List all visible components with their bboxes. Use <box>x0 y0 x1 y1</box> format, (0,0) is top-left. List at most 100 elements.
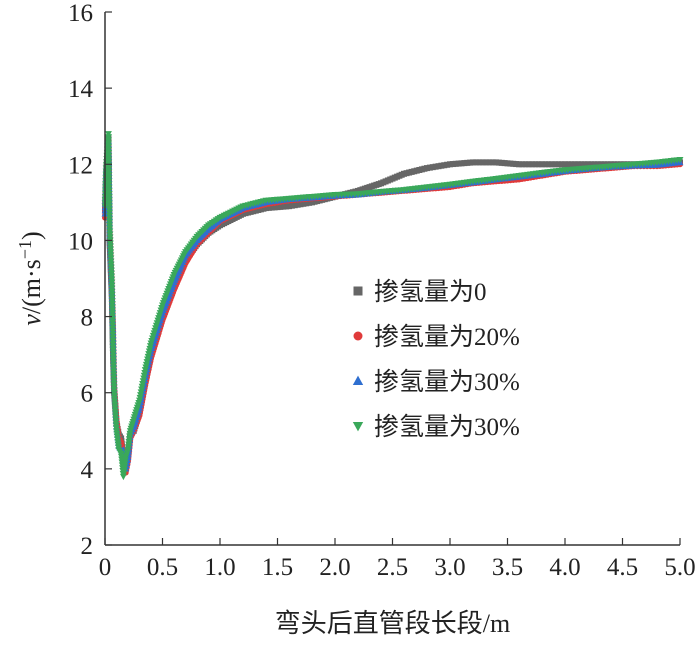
data-point <box>106 213 113 220</box>
legend-label: 掺氢量为0 <box>374 278 487 306</box>
data-point <box>105 172 113 179</box>
plot-area <box>101 131 684 481</box>
data-point <box>121 462 129 470</box>
y-tick-label: 10 <box>68 228 93 255</box>
data-point <box>479 159 486 166</box>
legend: 掺氢量为0 掺氢量为20% 掺氢量为30% 掺氢量为30% <box>352 278 520 441</box>
x-tick-label: 3.0 <box>434 554 465 581</box>
x-axis-ticks: 0 0.5 1.0 1.5 2.0 2.5 3.0 3.5 4.0 4.5 5.0 <box>99 538 696 581</box>
data-point <box>105 143 113 151</box>
data-point <box>535 161 542 168</box>
legend-marker <box>352 375 364 386</box>
y-tick-label: 14 <box>68 76 94 103</box>
y-tick-label: 6 <box>81 381 94 408</box>
data-point <box>146 343 154 350</box>
data-point <box>105 175 113 182</box>
data-point <box>137 389 145 396</box>
x-tick-label: 3.5 <box>492 554 523 581</box>
data-point <box>105 178 113 185</box>
data-point <box>473 159 480 166</box>
data-point <box>140 375 148 382</box>
y-tick-label: 16 <box>68 0 93 27</box>
data-point <box>483 159 490 166</box>
data-point <box>552 161 559 168</box>
y-axis-ticks: 2 4 6 8 10 12 14 16 <box>68 0 112 560</box>
data-point <box>139 381 147 388</box>
data-point <box>575 161 582 168</box>
x-tick-label: 0.5 <box>147 554 178 581</box>
data-point <box>105 200 113 207</box>
data-point <box>120 465 128 472</box>
data-point <box>105 146 113 154</box>
series-3 <box>101 131 684 481</box>
y-tick-label: 12 <box>68 152 93 179</box>
data-point <box>105 134 112 141</box>
y-axis-title: v/(m·s−1) <box>15 231 46 325</box>
data-point <box>105 153 113 160</box>
data-point <box>120 471 128 478</box>
data-point <box>516 161 522 168</box>
data-point <box>140 372 148 380</box>
data-point <box>136 397 143 404</box>
data-point <box>571 161 578 168</box>
data-point <box>119 473 127 481</box>
data-point <box>141 367 149 374</box>
x-axis-title: 弯头后直管段长段/m <box>275 609 510 638</box>
data-point <box>105 131 112 138</box>
data-point <box>126 430 134 438</box>
data-point <box>591 161 598 168</box>
data-point <box>545 161 552 168</box>
data-point <box>125 438 133 446</box>
data-point <box>144 353 152 361</box>
data-point <box>105 197 113 204</box>
x-tick-label: 5.0 <box>664 554 695 581</box>
data-point <box>486 159 493 166</box>
data-point <box>594 161 601 168</box>
data-point <box>106 216 113 223</box>
data-point <box>145 348 153 355</box>
data-point <box>142 361 150 369</box>
data-point <box>141 369 149 377</box>
data-point <box>143 359 151 366</box>
data-point <box>105 159 113 166</box>
legend-label: 掺氢量为30% <box>374 413 520 441</box>
x-tick-label: 1.5 <box>262 554 293 581</box>
data-point <box>142 364 150 371</box>
data-point <box>105 181 113 188</box>
data-point <box>105 184 113 191</box>
data-point <box>105 209 113 217</box>
data-point <box>106 219 114 226</box>
x-tick-label: 0 <box>99 554 112 581</box>
data-point <box>125 441 133 448</box>
data-point <box>126 433 134 440</box>
x-tick-label: 4.0 <box>549 554 580 581</box>
legend-marker <box>353 286 363 296</box>
x-tick-label: 1.0 <box>204 554 235 581</box>
data-point <box>146 345 154 353</box>
data-point <box>578 161 585 168</box>
data-point <box>145 351 153 358</box>
y-tick-label: 8 <box>81 305 94 332</box>
data-point <box>121 457 129 464</box>
x-tick-label: 2.5 <box>377 554 408 581</box>
data-point <box>105 150 113 157</box>
data-point <box>120 468 128 475</box>
data-point <box>105 194 113 201</box>
data-point <box>539 161 545 168</box>
data-point <box>489 159 496 166</box>
data-point <box>105 165 113 173</box>
data-point <box>529 161 536 168</box>
data-point <box>105 187 113 195</box>
data-point <box>548 161 555 168</box>
legend-marker <box>353 331 363 341</box>
data-point <box>124 444 132 451</box>
data-point <box>136 394 144 402</box>
data-point <box>137 392 144 399</box>
data-point <box>105 156 113 163</box>
data-point <box>532 161 539 168</box>
x-tick-label: 4.5 <box>607 554 638 581</box>
data-point <box>470 159 476 166</box>
data-point <box>105 168 113 176</box>
data-point <box>139 378 147 385</box>
